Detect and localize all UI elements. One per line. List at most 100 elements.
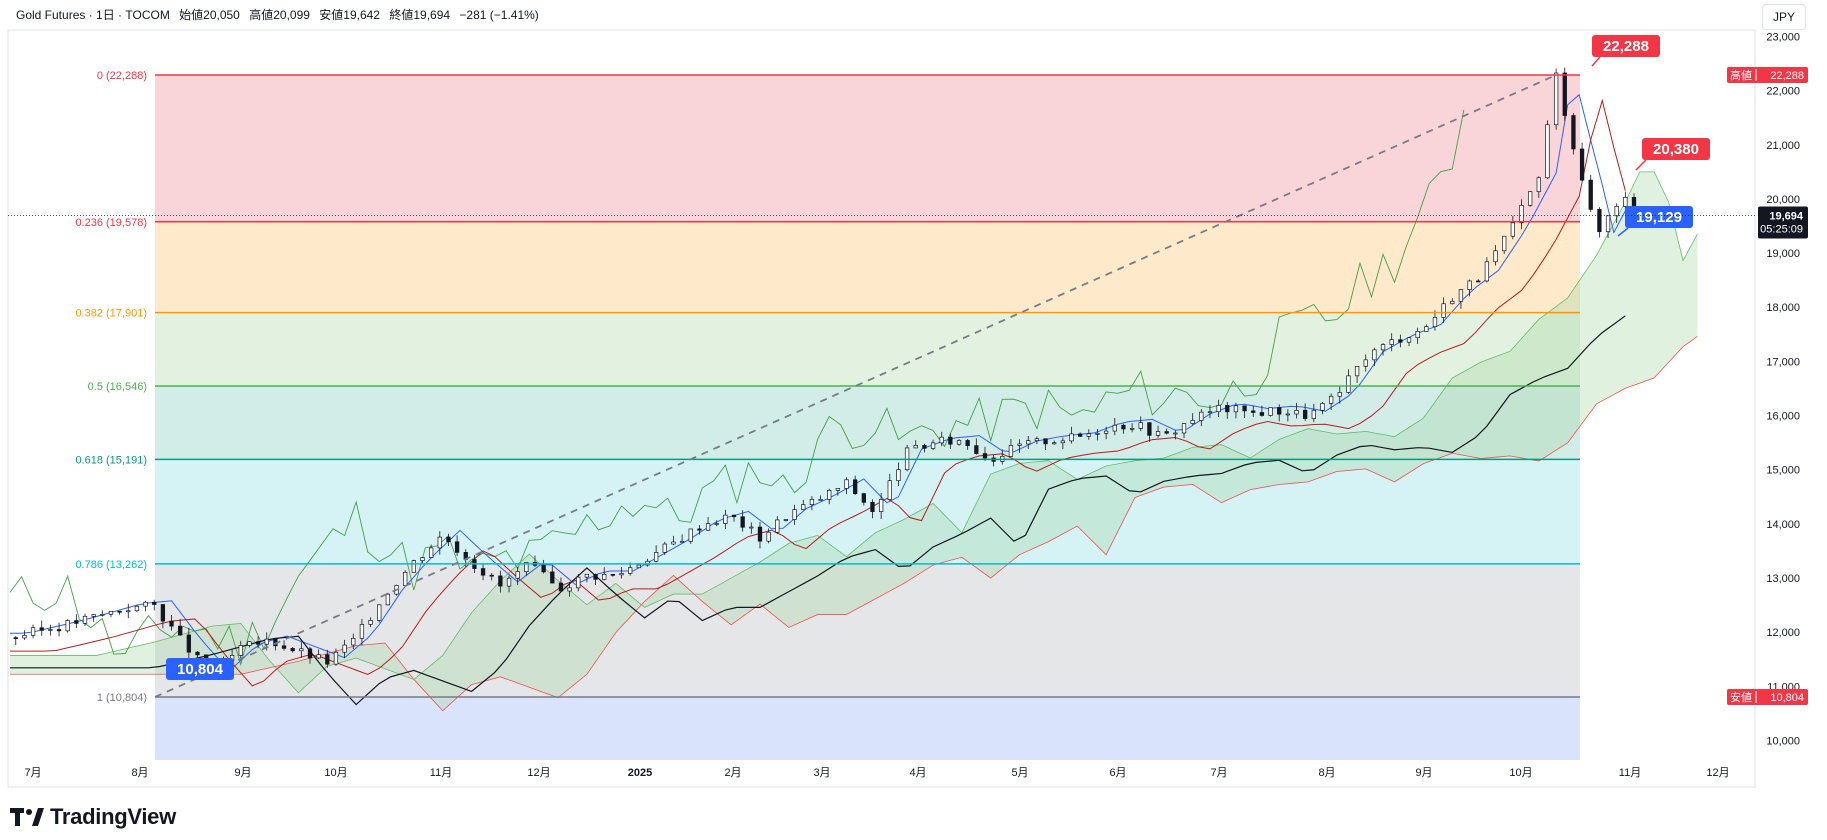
axis-high-badge-box	[1727, 67, 1808, 83]
candle-body	[1277, 407, 1282, 415]
countdown-value: 05:25:09	[1760, 223, 1803, 235]
low-value: 安値19,642	[319, 8, 380, 22]
axis-low-badge-box	[1727, 689, 1808, 705]
candle-body	[411, 560, 416, 573]
candle-body	[818, 498, 823, 501]
candle-body	[1441, 303, 1446, 318]
high-price-tag-box	[1592, 35, 1660, 57]
symbol-title[interactable]: Gold Futures · 1日 · TOCOM	[16, 8, 170, 22]
candle-body	[705, 523, 711, 531]
candle-body	[359, 623, 365, 639]
candle-body	[1043, 438, 1048, 445]
candle-body	[1536, 177, 1541, 193]
candle-body	[255, 641, 261, 645]
candle-body	[1268, 407, 1273, 416]
candle-body	[1476, 280, 1481, 283]
support-price-tag-box	[1625, 206, 1693, 228]
candle-body	[775, 519, 780, 533]
candle-body	[584, 573, 590, 578]
candle-body	[307, 648, 313, 659]
support-price-tag-pointer	[1617, 227, 1629, 237]
candle-body	[1320, 403, 1325, 411]
candle-body	[1242, 405, 1247, 412]
candle-body	[506, 577, 512, 587]
candle-body	[1605, 215, 1611, 233]
currency-button[interactable]: JPY	[1762, 4, 1806, 30]
candle-body	[870, 501, 875, 512]
resistance-price-tag-box	[1642, 138, 1710, 160]
candle-body	[1328, 395, 1334, 404]
candle-body	[541, 565, 546, 573]
candle-body	[1008, 445, 1014, 457]
candle-body	[489, 574, 494, 577]
axis-low-badge-tag: 安値	[1730, 690, 1752, 704]
price-tick-label: 16,000	[1766, 411, 1800, 423]
candle-body	[385, 593, 391, 606]
candle-body	[169, 620, 174, 627]
candle-body	[628, 567, 633, 574]
high-price-tag: 22,288	[1603, 38, 1649, 55]
tradingview-logo[interactable]: TradingView	[10, 804, 176, 830]
time-tick-label: 11月	[430, 767, 452, 779]
candle-body	[437, 536, 442, 549]
candle-body	[368, 620, 373, 625]
candle-body	[861, 493, 866, 503]
price-tick-label: 17,000	[1766, 356, 1800, 368]
candle-body	[22, 635, 27, 639]
candle-body	[550, 571, 555, 584]
candle-body	[766, 531, 771, 542]
price-tick-label: 23,000	[1766, 31, 1800, 43]
fib-label: 0.786 (13,262)	[75, 559, 147, 571]
candle-body	[1078, 433, 1083, 437]
time-tick-label: 9月	[234, 767, 251, 779]
candle-body	[619, 573, 624, 576]
time-tick-label: 10月	[324, 767, 347, 779]
candle-body	[930, 442, 936, 449]
time-tick-label: 12月	[1706, 767, 1729, 779]
candle-body	[351, 637, 356, 646]
candle-body	[1303, 409, 1308, 419]
close-value: 終値19,694	[389, 8, 451, 22]
candle-body	[1138, 422, 1143, 429]
candle-body	[428, 547, 434, 558]
candle-body	[48, 629, 53, 631]
candle-body	[679, 540, 685, 543]
price-axis: 10,00011,00012,00013,00014,00015,00016,0…	[1766, 31, 1800, 747]
cloud-area	[10, 171, 1698, 711]
price-tick-label: 10,000	[1766, 736, 1800, 748]
candle-body	[30, 627, 36, 636]
brand-name: TradingView	[50, 804, 176, 829]
price-chart[interactable]: 0 (22,288) 0.236 (19,578) 0.382 (17,901) 0.…	[0, 0, 1827, 800]
candle-body	[576, 576, 581, 589]
fibonacci-zones	[155, 75, 1580, 760]
candle-body	[290, 648, 295, 652]
high-price-tag-pointer	[1591, 56, 1601, 67]
candle-body	[714, 523, 719, 525]
candle-body	[160, 604, 166, 622]
axis-low-badge-value: 10,804	[1770, 692, 1804, 704]
fib-label: 0.5 (16,546)	[88, 381, 147, 393]
candle-body	[1086, 433, 1091, 437]
candle-body	[152, 601, 157, 605]
tradingview-logo-icon	[10, 808, 44, 826]
time-tick-label: 3月	[813, 767, 830, 779]
time-tick-label: 6月	[1109, 767, 1126, 779]
candle-body	[515, 571, 520, 579]
fib-zone	[155, 386, 1580, 460]
candle-body	[1406, 337, 1412, 343]
candle-body	[610, 574, 616, 576]
candle-body	[126, 610, 131, 613]
candle-body	[1432, 317, 1438, 328]
candle-body	[1052, 442, 1057, 445]
candle-body	[74, 620, 79, 624]
candle-body	[1597, 209, 1602, 233]
candle-body	[835, 488, 841, 491]
candle-body	[1623, 197, 1628, 207]
axis-high-badge-value: 22,288	[1770, 70, 1804, 82]
time-tick-label: 2025	[628, 767, 652, 779]
fib-zone	[155, 563, 1580, 697]
candle-body	[593, 573, 598, 580]
candle-body	[1103, 430, 1109, 434]
candle-body	[446, 536, 451, 543]
candle-body	[636, 564, 641, 569]
